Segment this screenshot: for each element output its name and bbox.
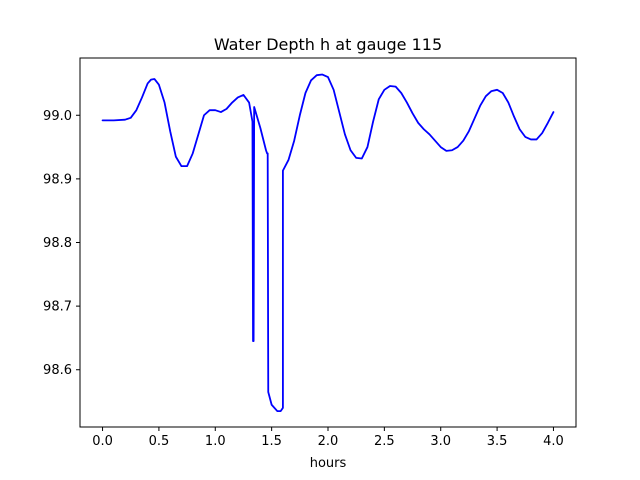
x-tick-label: 2.0 <box>318 434 339 449</box>
y-axis: 98.6 98.7 98.8 98.9 99.0 <box>43 109 80 378</box>
x-axis-label: hours <box>310 456 347 471</box>
x-tick-label: 0.5 <box>149 434 170 449</box>
y-tick-label: 98.7 <box>43 300 72 315</box>
x-tick-label: 3.0 <box>430 434 451 449</box>
y-tick-label: 99.0 <box>43 109 72 124</box>
series-layer <box>101 73 555 412</box>
x-tick-label: 4.0 <box>543 434 564 449</box>
y-tick-label: 98.8 <box>43 236 72 251</box>
x-tick-label: 2.5 <box>374 434 395 449</box>
x-tick-label: 1.0 <box>205 434 226 449</box>
series-line-0 <box>101 73 555 412</box>
chart-title: Water Depth h at gauge 115 <box>214 35 442 54</box>
y-tick-label: 98.6 <box>43 363 72 378</box>
x-tick-label: 3.5 <box>487 434 508 449</box>
y-tick-label: 98.9 <box>43 172 72 187</box>
x-tick-label: 1.5 <box>261 434 282 449</box>
x-axis: 0.0 0.5 1.0 1.5 2.0 2.5 3.0 3.5 4.0 <box>92 427 564 449</box>
x-tick-label: 0.0 <box>92 434 113 449</box>
